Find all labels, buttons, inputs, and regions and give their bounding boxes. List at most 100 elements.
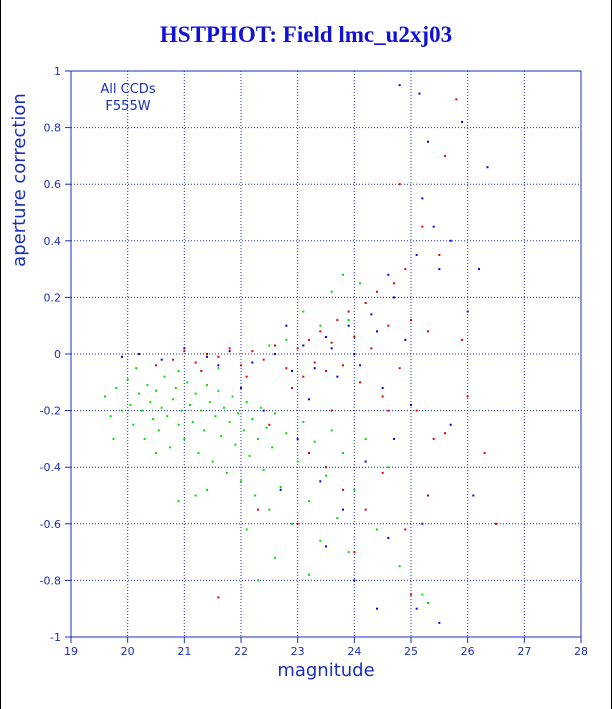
data-point xyxy=(242,429,245,432)
data-point xyxy=(291,369,293,372)
data-point xyxy=(132,423,135,426)
data-point xyxy=(217,389,220,392)
data-point xyxy=(115,386,118,389)
y-axis-title: aperture correction xyxy=(9,93,30,267)
data-point xyxy=(251,361,254,364)
data-point xyxy=(410,403,412,406)
data-point xyxy=(183,347,186,350)
data-point xyxy=(200,369,203,372)
data-point xyxy=(478,268,480,271)
data-point xyxy=(325,369,327,372)
data-point xyxy=(444,432,446,435)
data-point xyxy=(160,406,163,409)
data-point xyxy=(296,347,299,350)
data-point xyxy=(319,324,322,327)
data-point xyxy=(296,460,299,463)
data-point xyxy=(432,437,435,440)
data-point xyxy=(398,84,401,87)
data-point xyxy=(398,565,401,568)
y-tick-label: 0.4 xyxy=(44,235,62,248)
data-point xyxy=(240,386,242,389)
data-point xyxy=(245,401,248,404)
data-point xyxy=(177,500,180,503)
data-point xyxy=(438,268,441,271)
data-point xyxy=(330,409,333,412)
data-point xyxy=(336,517,339,520)
data-point xyxy=(129,403,132,406)
data-point xyxy=(370,347,373,350)
data-point xyxy=(302,420,305,423)
data-point xyxy=(291,522,293,525)
data-point xyxy=(427,602,429,605)
data-point xyxy=(404,338,407,341)
data-point xyxy=(313,361,316,364)
annotation-ccds: All CCDs xyxy=(100,82,155,97)
data-point xyxy=(410,593,412,596)
data-point xyxy=(251,350,254,353)
data-point xyxy=(359,381,361,384)
data-point xyxy=(364,302,367,305)
data-point xyxy=(274,344,276,347)
data-point xyxy=(319,539,322,542)
data-point xyxy=(257,508,259,511)
data-point xyxy=(206,353,208,355)
data-point xyxy=(404,528,407,531)
data-point xyxy=(336,375,339,378)
data-point xyxy=(140,409,143,412)
data-point xyxy=(279,488,282,491)
data-point xyxy=(160,358,163,361)
x-tick-label: 23 xyxy=(291,645,305,658)
data-point xyxy=(180,409,183,412)
data-point xyxy=(257,579,259,582)
data-point xyxy=(206,355,208,358)
data-point xyxy=(254,494,257,497)
data-point xyxy=(245,528,248,531)
data-point xyxy=(197,452,200,455)
y-tick-label: 0.6 xyxy=(44,178,62,191)
data-points xyxy=(104,84,497,624)
data-point xyxy=(393,282,395,285)
data-point xyxy=(353,488,356,491)
data-point xyxy=(302,375,305,378)
y-axis-ticks: 1 0.8 0.6 0.4 0.2 0 -0.2 -0.4 -0.6 -0.8 -1 xyxy=(40,65,71,644)
data-point xyxy=(387,409,390,412)
data-point xyxy=(410,319,412,322)
x-tick-label: 26 xyxy=(461,645,475,658)
data-point xyxy=(347,310,350,313)
data-point xyxy=(319,480,322,483)
data-point xyxy=(268,344,271,347)
data-point xyxy=(319,330,322,333)
data-point xyxy=(166,415,169,418)
y-tick-label: 1 xyxy=(54,65,61,78)
data-point xyxy=(217,364,220,367)
data-point xyxy=(240,480,242,483)
data-point xyxy=(472,494,475,497)
y-tick-label: 0 xyxy=(54,348,61,361)
data-point xyxy=(206,488,208,491)
data-point xyxy=(415,409,418,412)
data-point xyxy=(268,423,271,426)
data-point xyxy=(157,429,160,432)
data-point xyxy=(237,412,240,415)
data-point xyxy=(415,607,418,610)
data-point xyxy=(364,460,367,463)
data-point xyxy=(359,282,361,285)
data-point xyxy=(135,367,138,370)
data-point xyxy=(342,508,344,511)
data-point xyxy=(313,440,316,443)
data-point xyxy=(418,92,421,95)
data-point xyxy=(138,353,140,355)
data-point xyxy=(262,409,265,412)
data-point xyxy=(438,621,441,624)
y-tick-label: -0.2 xyxy=(40,405,61,418)
data-point xyxy=(353,353,356,355)
x-tick-label: 24 xyxy=(347,645,361,658)
x-tick-label: 25 xyxy=(404,645,418,658)
data-point xyxy=(381,471,384,474)
data-point xyxy=(342,273,344,276)
data-point xyxy=(438,253,441,256)
x-tick-label: 20 xyxy=(121,645,135,658)
data-point xyxy=(189,403,191,406)
